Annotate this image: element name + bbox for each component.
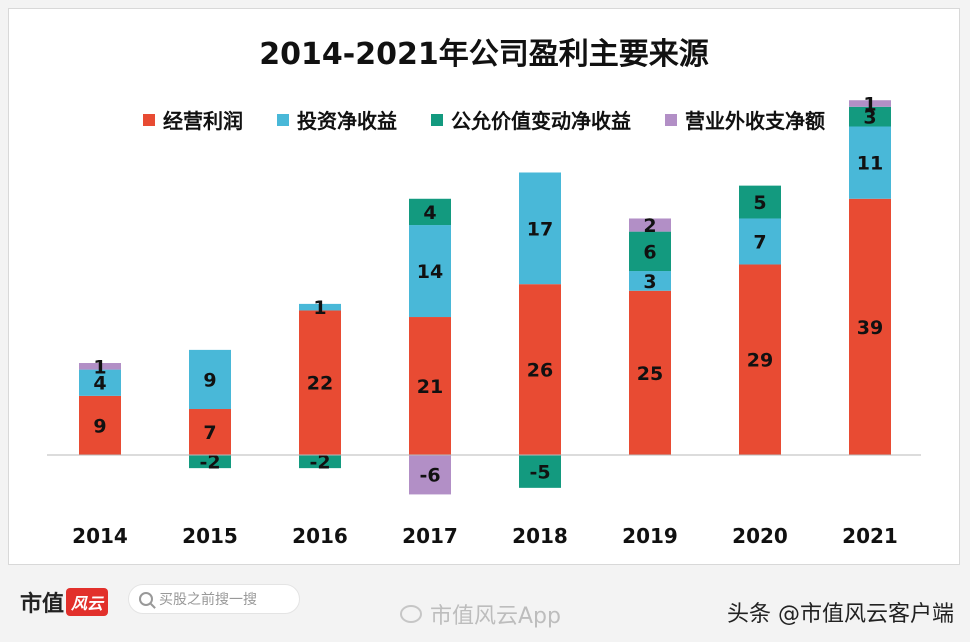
data-label: 17 bbox=[527, 218, 553, 240]
data-label: 3 bbox=[643, 271, 656, 293]
data-label: 25 bbox=[637, 363, 663, 385]
data-label: 29 bbox=[747, 350, 773, 372]
data-label: 9 bbox=[203, 369, 216, 391]
data-label: 1 bbox=[313, 297, 326, 319]
data-label: 4 bbox=[423, 202, 436, 224]
brand-badge: 风云 bbox=[66, 588, 109, 616]
data-label: 7 bbox=[753, 231, 766, 253]
bar-segment bbox=[519, 284, 561, 455]
bar-segment bbox=[189, 455, 231, 469]
bar-segment bbox=[79, 363, 121, 370]
bar-segment bbox=[189, 349, 231, 410]
x-tick-label: 2018 bbox=[512, 524, 568, 548]
data-label: -2 bbox=[199, 452, 220, 474]
bar-segment bbox=[849, 126, 891, 199]
legend-swatch bbox=[143, 113, 155, 126]
bar-segment bbox=[739, 185, 781, 219]
brand-logo[interactable]: 市值 风云 bbox=[20, 586, 109, 618]
x-tick-label: 2016 bbox=[292, 524, 348, 548]
legend-label: 经营利润 bbox=[163, 109, 243, 133]
bar-segment bbox=[629, 290, 671, 455]
bar-segment bbox=[739, 264, 781, 455]
bar-segment bbox=[849, 198, 891, 455]
data-label: -2 bbox=[309, 452, 330, 474]
data-label: -6 bbox=[419, 465, 440, 487]
weibo-watermark-text: 市值风云App bbox=[430, 604, 561, 629]
data-label: 11 bbox=[857, 153, 883, 175]
data-label: 5 bbox=[753, 192, 766, 214]
legend-label: 投资净收益 bbox=[297, 109, 397, 133]
data-label: 9 bbox=[93, 415, 106, 437]
data-label: 39 bbox=[857, 317, 883, 339]
search-box[interactable]: 买股之前搜一搜 bbox=[128, 584, 300, 614]
data-label: 22 bbox=[307, 373, 333, 395]
search-icon bbox=[139, 592, 153, 606]
brand-text: 市值 bbox=[20, 592, 65, 617]
source-credit: 头条 @市值风云客户端 bbox=[727, 602, 954, 627]
bar-segment bbox=[739, 218, 781, 265]
x-tick-label: 2019 bbox=[622, 524, 678, 548]
data-label: -5 bbox=[529, 461, 550, 483]
x-tick-label: 2017 bbox=[402, 524, 458, 548]
bar-segment bbox=[409, 198, 451, 226]
bar-segment bbox=[409, 455, 451, 495]
bar-segment bbox=[519, 455, 561, 488]
bar-segment bbox=[849, 106, 891, 127]
chart-card: 2014-2021年公司盈利主要来源 经营利润 投资净收益 公允价值变动净收益 营业外… bbox=[8, 8, 960, 565]
legend: 经营利润 投资净收益 公允价值变动净收益 营业外收支净额 bbox=[9, 105, 959, 134]
data-label: 26 bbox=[527, 360, 553, 382]
legend-item: 投资净收益 bbox=[277, 105, 397, 134]
x-tick-label: 2014 bbox=[72, 524, 128, 548]
legend-swatch bbox=[665, 113, 677, 126]
data-label: 7 bbox=[203, 422, 216, 444]
bar-segment bbox=[299, 303, 341, 311]
bar-segment bbox=[849, 100, 891, 107]
weibo-icon bbox=[400, 605, 422, 623]
x-tick-label: 2020 bbox=[732, 524, 788, 548]
data-label: 4 bbox=[93, 373, 106, 395]
bar-segment bbox=[629, 231, 671, 272]
legend-item: 营业外收支净额 bbox=[665, 105, 825, 134]
data-label: 1 bbox=[863, 94, 876, 116]
bar-segment bbox=[629, 218, 671, 232]
bar-segment bbox=[189, 409, 231, 455]
stacked-bar-chart: 941201479-22015221-2201621144-620172617-… bbox=[47, 94, 921, 548]
legend-swatch bbox=[277, 113, 289, 126]
data-label: 6 bbox=[643, 241, 656, 263]
legend-item: 公允价值变动净收益 bbox=[431, 105, 631, 134]
bar-segment bbox=[519, 172, 561, 285]
legend-item: 经营利润 bbox=[143, 105, 243, 134]
legend-label: 公允价值变动净收益 bbox=[451, 109, 631, 133]
bar-segment bbox=[79, 395, 121, 455]
chart-title: 2014-2021年公司盈利主要来源 bbox=[259, 37, 709, 72]
legend-label: 营业外收支净额 bbox=[685, 109, 825, 133]
data-label: 3 bbox=[863, 107, 876, 129]
bar-segment bbox=[79, 369, 121, 396]
data-label: 21 bbox=[417, 376, 443, 398]
data-label: 2 bbox=[643, 215, 656, 237]
search-placeholder: 买股之前搜一搜 bbox=[159, 592, 257, 608]
x-tick-label: 2015 bbox=[182, 524, 238, 548]
x-tick-label: 2021 bbox=[842, 524, 898, 548]
data-label: 1 bbox=[93, 356, 106, 378]
data-label: 14 bbox=[417, 261, 443, 283]
weibo-watermark: 市值风云App bbox=[400, 598, 561, 630]
legend-swatch bbox=[431, 113, 443, 126]
bar-segment bbox=[629, 271, 671, 291]
bar-segment bbox=[299, 455, 341, 469]
bar-segment bbox=[409, 317, 451, 455]
footer-bar: 市值 风云 买股之前搜一搜 市值风云App 头条 @市值风云客户端 bbox=[0, 570, 970, 642]
bar-segment bbox=[409, 225, 451, 318]
bar-segment bbox=[299, 310, 341, 455]
